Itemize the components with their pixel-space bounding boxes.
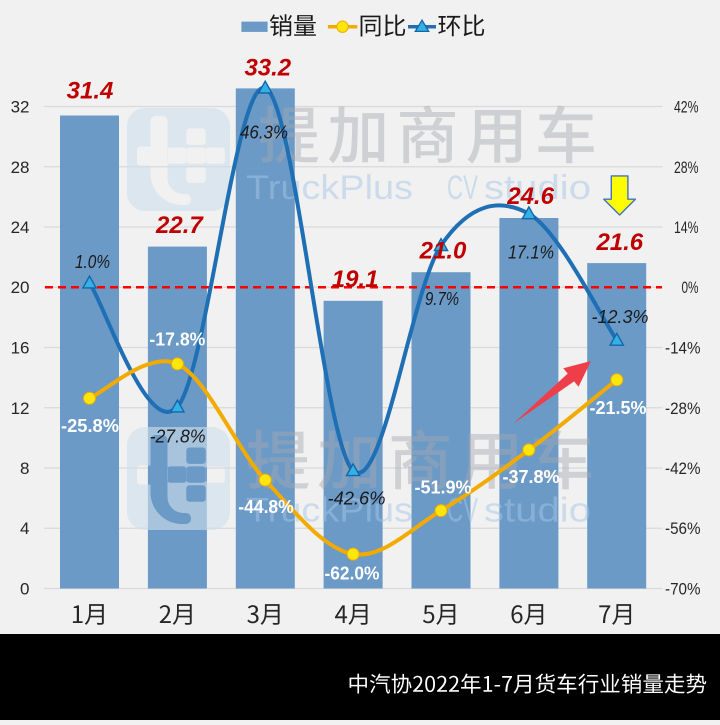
svg-text:12: 12 <box>11 399 30 418</box>
svg-text:-12.3%: -12.3% <box>592 306 649 327</box>
svg-text:28: 28 <box>11 158 30 177</box>
svg-text:42%: 42% <box>674 98 699 117</box>
svg-text:studio: studio <box>484 169 591 207</box>
svg-text:TruckPlus: TruckPlus <box>246 169 413 207</box>
svg-text:-21.5%: -21.5% <box>590 397 647 418</box>
svg-text:-27.8%: -27.8% <box>150 426 206 447</box>
svg-text:TruckPlus: TruckPlus <box>246 492 413 530</box>
svg-text:20: 20 <box>11 278 30 297</box>
svg-text:8: 8 <box>20 459 29 478</box>
svg-text:-42.6%: -42.6% <box>328 488 386 509</box>
svg-text:4: 4 <box>20 519 29 538</box>
svg-text:19.1: 19.1 <box>332 266 379 293</box>
svg-text:studio: studio <box>484 492 591 530</box>
svg-text:1.0%: 1.0% <box>75 251 110 272</box>
svg-text:CV: CV <box>447 169 478 207</box>
svg-text:33.2: 33.2 <box>244 55 291 82</box>
svg-text:-42%: -42% <box>665 459 701 478</box>
svg-text:24.6: 24.6 <box>506 183 554 210</box>
svg-text:-62.0%: -62.0% <box>325 563 380 584</box>
svg-text:46.3%: 46.3% <box>240 122 288 143</box>
svg-text:14%: 14% <box>674 218 699 237</box>
svg-text:21.6: 21.6 <box>595 229 643 256</box>
svg-text:17.1%: 17.1% <box>508 242 554 263</box>
svg-text:0%: 0% <box>682 278 699 297</box>
svg-text:9.7%: 9.7% <box>425 288 459 309</box>
svg-text:-56%: -56% <box>665 519 701 538</box>
svg-text:0: 0 <box>20 580 29 599</box>
svg-text:-28%: -28% <box>665 399 701 418</box>
svg-text:-70%: -70% <box>665 580 701 599</box>
svg-text:-25.8%: -25.8% <box>61 415 119 436</box>
svg-text:-44.8%: -44.8% <box>238 496 294 517</box>
svg-text:-37.8%: -37.8% <box>503 466 560 487</box>
svg-text:-17.8%: -17.8% <box>149 329 205 350</box>
svg-text:21.0: 21.0 <box>419 238 467 265</box>
svg-text:22.7: 22.7 <box>155 212 204 239</box>
svg-text:31.4: 31.4 <box>67 77 114 104</box>
svg-text:32: 32 <box>11 98 30 117</box>
svg-text:-51.9%: -51.9% <box>415 477 472 498</box>
svg-text:24: 24 <box>11 218 30 237</box>
svg-text:-14%: -14% <box>665 339 701 358</box>
svg-text:16: 16 <box>11 339 30 358</box>
svg-text:28%: 28% <box>674 158 699 177</box>
